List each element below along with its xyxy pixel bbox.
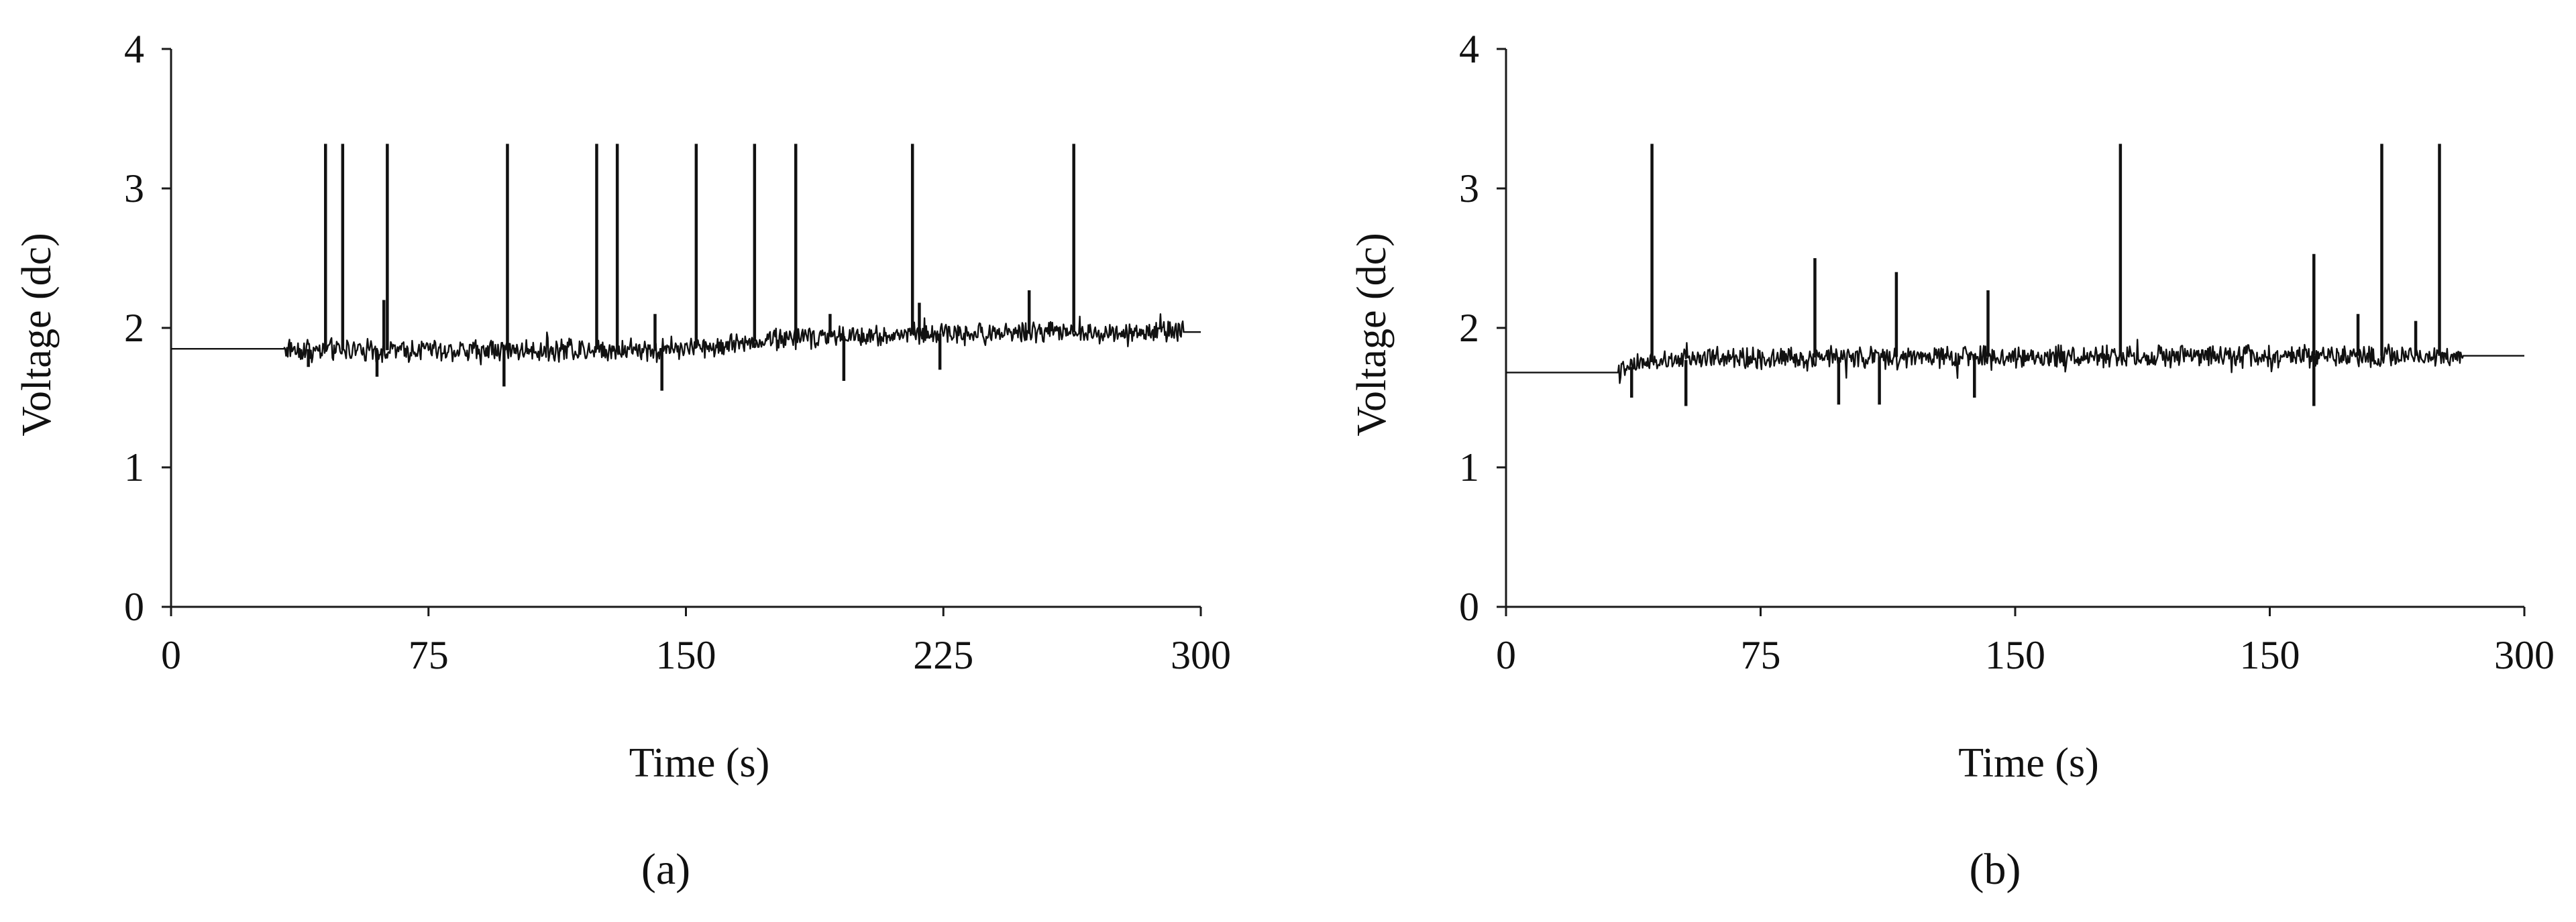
y-tick-label: 3 [1459,166,1479,211]
panel-a: 0 1 2 3 4 0 75 150 225 300 Time (s) Voltage (dc) (a) [14,27,1231,894]
y-tick-label: 0 [124,585,144,629]
y-tick-label: 2 [124,306,144,350]
y-tick-label: 2 [1459,306,1479,350]
x-tick-label: 300 [2494,633,2555,677]
x-tick-label: 0 [161,633,181,677]
x-tick-label: 75 [1741,633,1781,677]
y-tick-label: 0 [1459,585,1479,629]
x-tick-label: 225 [913,633,973,677]
panel-label: (b) [1970,845,2021,894]
x-tick-label: 150 [1985,633,2045,677]
x-axis-title: Time (s) [1958,740,2099,786]
signal-trace [171,313,1201,365]
panel-label: (a) [641,845,690,894]
panel-b: 0 1 2 3 4 0 75 150 150 300 Time (s) Voltage (dc) (b) [1349,27,2555,894]
y-tick-label: 4 [124,27,144,71]
x-tick-label: 0 [1496,633,1516,677]
y-tick-label: 1 [1459,445,1479,489]
y-tick-label: 4 [1459,27,1479,71]
x-tick-label: 300 [1171,633,1231,677]
y-axis-title: Voltage (dc) [14,233,60,437]
x-tick-label: 150 [656,633,716,677]
y-tick-label: 3 [124,166,144,211]
y-tick-label: 1 [124,445,144,489]
signal-trace [1506,339,2524,384]
x-tick-label: 75 [409,633,449,677]
x-tick-label: 150 [2240,633,2300,677]
y-axis-title: Voltage (dc) [1349,233,1395,437]
x-axis-title: Time (s) [629,740,770,786]
